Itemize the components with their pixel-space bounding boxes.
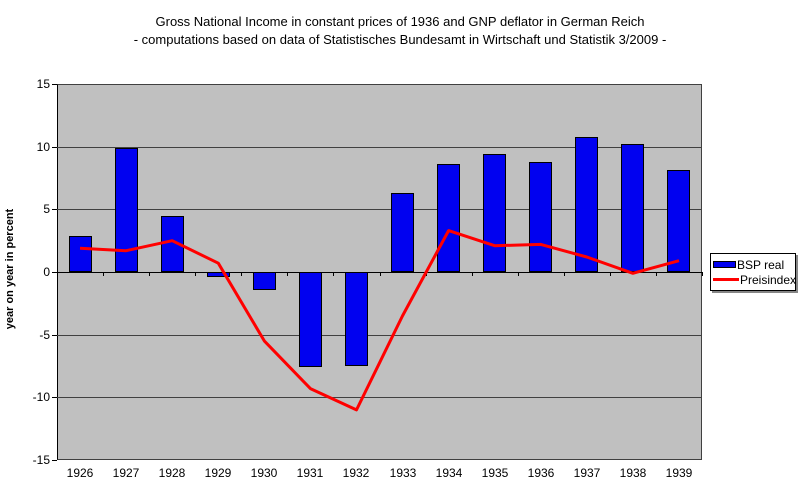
category-tick-mark <box>103 272 104 276</box>
gridline-5 <box>57 209 702 210</box>
bar-1930 <box>253 272 276 290</box>
y-tick-label: -15 <box>32 453 50 467</box>
category-tick-mark <box>702 272 703 276</box>
y-axis-title: year on year in percent <box>4 208 16 330</box>
chart-title-block: Gross National Income in constant prices… <box>0 13 800 49</box>
bar-1932 <box>345 272 368 366</box>
gridline-10 <box>57 147 702 148</box>
line-swatch-icon <box>713 278 739 281</box>
category-tick-mark <box>656 272 657 276</box>
gridline--10 <box>57 397 702 398</box>
bar-1938 <box>621 144 644 272</box>
bar-swatch-icon <box>713 261 736 268</box>
y-tick-mark <box>52 397 57 398</box>
y-tick-mark <box>52 209 57 210</box>
category-tick-mark <box>333 272 334 276</box>
y-tick-label: -5 <box>39 328 50 342</box>
x-tick-label-1927: 1927 <box>112 466 140 480</box>
y-tick-mark <box>52 84 57 85</box>
legend-label: Preisindex <box>740 272 797 287</box>
y-tick-mark <box>52 147 57 148</box>
x-tick-label-1939: 1939 <box>665 466 693 480</box>
x-tick-label-1937: 1937 <box>573 466 601 480</box>
bar-1927 <box>115 148 138 272</box>
category-tick-mark <box>380 272 381 276</box>
bar-1934 <box>437 164 460 272</box>
category-tick-mark <box>149 272 150 276</box>
x-tick-label-1936: 1936 <box>527 466 555 480</box>
y-tick-mark <box>52 460 57 461</box>
x-tick-label-1929: 1929 <box>204 466 232 480</box>
category-tick-mark <box>610 272 611 276</box>
bar-1939 <box>667 170 690 272</box>
category-tick-mark <box>472 272 473 276</box>
category-tick-mark <box>57 272 58 276</box>
category-tick-mark <box>241 272 242 276</box>
legend-label: BSP real <box>737 257 785 272</box>
y-tick-label: 10 <box>36 140 50 154</box>
x-tick-label-1928: 1928 <box>158 466 186 480</box>
y-tick-label: 15 <box>36 77 50 91</box>
x-tick-label-1933: 1933 <box>389 466 417 480</box>
x-tick-label-1926: 1926 <box>66 466 94 480</box>
legend-entry-bsp-real: BSP real <box>713 257 793 272</box>
x-tick-label-1931: 1931 <box>296 466 324 480</box>
bar-1933 <box>391 193 414 272</box>
y-tick-mark <box>52 335 57 336</box>
y-tick-label: -10 <box>32 390 50 404</box>
category-tick-mark <box>287 272 288 276</box>
x-tick-label-1930: 1930 <box>250 466 278 480</box>
legend-entry-preisindex: Preisindex <box>713 272 797 287</box>
gridline--5 <box>57 335 702 336</box>
bar-1935 <box>483 154 506 272</box>
category-tick-mark <box>426 272 427 276</box>
x-tick-label-1938: 1938 <box>619 466 647 480</box>
bar-1937 <box>575 137 598 272</box>
bar-1936 <box>529 162 552 272</box>
category-tick-mark <box>518 272 519 276</box>
legend: BSP real Preisindex <box>710 253 796 291</box>
bar-1926 <box>69 236 92 272</box>
x-tick-label-1932: 1932 <box>342 466 370 480</box>
category-tick-mark <box>564 272 565 276</box>
x-tick-label-1934: 1934 <box>435 466 463 480</box>
y-tick-mark <box>52 272 57 273</box>
chart-title: Gross National Income in constant prices… <box>155 14 645 29</box>
y-tick-label: 0 <box>43 265 50 279</box>
bar-1931 <box>299 272 322 367</box>
y-tick-label: 5 <box>43 202 50 216</box>
x-tick-label-1935: 1935 <box>481 466 509 480</box>
bar-1928 <box>161 216 184 272</box>
category-tick-mark <box>195 272 196 276</box>
chart-subtitle: - computations based on data of Statisti… <box>133 32 667 47</box>
